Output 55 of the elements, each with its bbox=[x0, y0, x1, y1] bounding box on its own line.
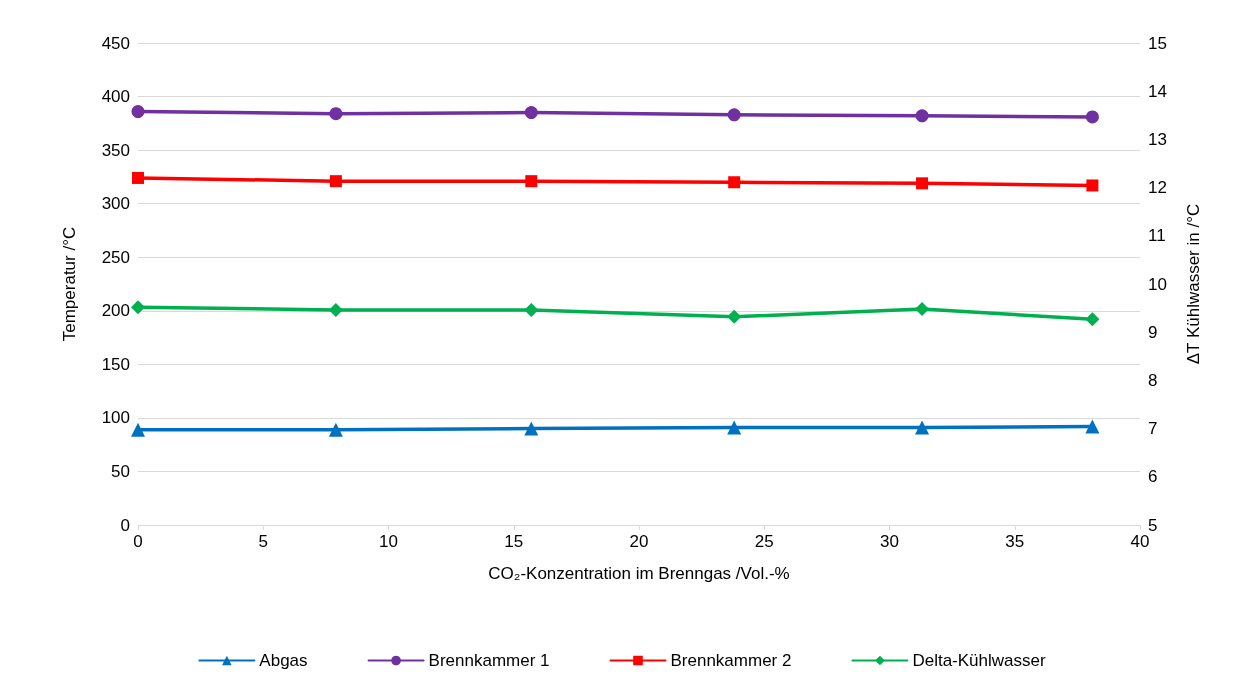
point bbox=[727, 108, 741, 122]
y-tick-label: 200 bbox=[101, 301, 130, 321]
x-tick-label: 5 bbox=[258, 532, 268, 551]
legend-label: Abgas bbox=[259, 651, 308, 670]
y-tick-label: 100 bbox=[101, 408, 130, 428]
point bbox=[525, 175, 538, 188]
y-tick-label: 300 bbox=[101, 194, 130, 214]
point bbox=[1085, 110, 1099, 124]
legend-label: Brennkammer 1 bbox=[428, 651, 550, 670]
y-tick-label: 150 bbox=[101, 354, 130, 374]
y2-tick-label: 9 bbox=[1148, 322, 1158, 342]
y-tick-label: 0 bbox=[120, 515, 130, 535]
y2-tick-label: 11 bbox=[1148, 226, 1166, 246]
y-tick-label: 250 bbox=[101, 247, 130, 267]
y2-tick-label: 12 bbox=[1148, 178, 1167, 198]
point bbox=[131, 105, 145, 119]
x-tick-label: 20 bbox=[629, 532, 649, 551]
x-tick-label: 10 bbox=[379, 532, 398, 551]
x-tick-label: 30 bbox=[880, 532, 899, 551]
y2-tick-label: 15 bbox=[1148, 33, 1167, 53]
point bbox=[1086, 179, 1099, 192]
y-tick-label: 50 bbox=[111, 461, 130, 481]
point bbox=[915, 420, 930, 435]
y2-tick-label: 8 bbox=[1148, 370, 1158, 390]
y2-tick-label: 14 bbox=[1148, 81, 1167, 101]
y2-tick-label: 7 bbox=[1148, 419, 1158, 439]
point bbox=[524, 106, 538, 120]
y-tick-label: 450 bbox=[101, 33, 130, 53]
y2-tick-label: 6 bbox=[1148, 467, 1158, 487]
y-tick-label: 400 bbox=[101, 87, 130, 107]
x-tick-label: 0 bbox=[133, 532, 143, 551]
x-tick-label: 40 bbox=[1130, 532, 1150, 551]
y2-axis-title: ΔT Kühlwasser in /°C bbox=[1184, 203, 1203, 365]
x-tick-label: 15 bbox=[504, 532, 524, 551]
legend-label: Delta-Kühlwasser bbox=[912, 651, 1046, 670]
y-tick-label: 350 bbox=[101, 140, 130, 160]
y2-tick-label: 10 bbox=[1148, 274, 1167, 294]
point bbox=[329, 107, 343, 121]
x-axis-title: CO₂-Konzentration im Brenngas /Vol.-% bbox=[488, 564, 790, 583]
point bbox=[328, 422, 343, 437]
point bbox=[727, 420, 742, 435]
legend-label: Brennkammer 2 bbox=[670, 651, 792, 670]
x-tick-label: 25 bbox=[754, 532, 774, 551]
y2-tick-label: 13 bbox=[1148, 129, 1167, 149]
point bbox=[131, 422, 145, 437]
point bbox=[915, 109, 929, 123]
point bbox=[916, 177, 929, 190]
point bbox=[728, 176, 741, 189]
point bbox=[524, 421, 539, 436]
point bbox=[329, 175, 342, 188]
y2-tick-label: 5 bbox=[1148, 515, 1158, 535]
y-axis-title: Temperatur /°C bbox=[60, 226, 79, 342]
point bbox=[1085, 419, 1100, 434]
x-tick-label: 35 bbox=[1005, 532, 1025, 551]
point bbox=[132, 171, 144, 184]
